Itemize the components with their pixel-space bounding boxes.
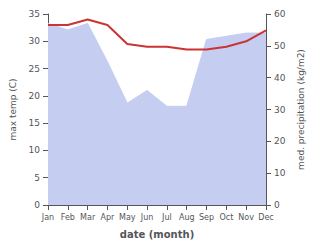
svg-text:15: 15 (29, 118, 40, 128)
svg-text:Apr: Apr (101, 213, 116, 222)
svg-text:30: 30 (29, 36, 41, 46)
svg-text:20: 20 (274, 136, 286, 146)
svg-text:0: 0 (274, 200, 280, 210)
svg-text:0: 0 (34, 200, 40, 210)
svg-text:Mar: Mar (80, 213, 96, 222)
svg-text:10: 10 (29, 145, 41, 155)
svg-text:Jan: Jan (41, 213, 54, 222)
svg-text:35: 35 (29, 9, 40, 19)
svg-text:Oct: Oct (219, 213, 233, 222)
svg-text:50: 50 (274, 41, 286, 51)
svg-text:Jun: Jun (140, 213, 154, 222)
svg-text:Dec: Dec (258, 213, 273, 222)
svg-text:25: 25 (29, 64, 40, 74)
svg-text:Feb: Feb (61, 213, 75, 222)
svg-text:5: 5 (34, 173, 40, 183)
svg-text:Jul: Jul (161, 213, 172, 222)
svg-text:Sep: Sep (199, 213, 214, 222)
svg-text:20: 20 (29, 91, 41, 101)
svg-text:30: 30 (274, 105, 286, 115)
svg-text:Nov: Nov (238, 213, 254, 222)
svg-text:40: 40 (274, 73, 286, 83)
svg-text:60: 60 (274, 9, 286, 19)
svg-text:May: May (119, 213, 136, 222)
svg-text:Aug: Aug (179, 213, 195, 222)
svg-text:med. precipitation (kg/m2): med. precipitation (kg/m2) (296, 49, 306, 170)
svg-text:date (month): date (month) (120, 229, 194, 240)
svg-text:10: 10 (274, 168, 286, 178)
svg-text:max temp (C): max temp (C) (8, 78, 18, 140)
